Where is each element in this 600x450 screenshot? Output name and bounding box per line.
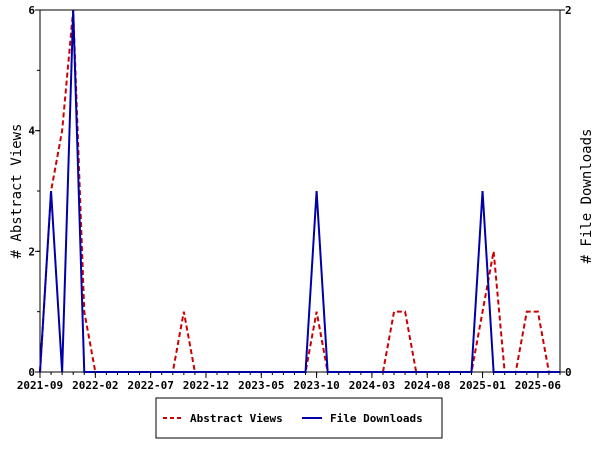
legend-label-file-downloads: File Downloads [330, 412, 423, 425]
x-tick-label: 2025-01 [459, 379, 506, 392]
plot-area [39, 9, 561, 373]
series-line-file-downloads [39, 9, 560, 373]
x-tick-label: 2022-07 [127, 379, 173, 392]
x-tick-label: 2022-12 [183, 379, 229, 392]
x-tick-label: 2023-05 [238, 379, 284, 392]
x-tick-label: 2023-10 [293, 379, 339, 392]
legend: Abstract Views File Downloads [155, 397, 443, 439]
y-left-tick-label: 6 [28, 4, 35, 17]
y-left-tick-label: 4 [28, 125, 35, 138]
y-right-tick-label: 2 [565, 4, 572, 17]
y-left-tick-label: 2 [28, 245, 35, 258]
legend-box [155, 397, 443, 439]
legend-label-abstract-views: Abstract Views [190, 412, 283, 425]
y-left-tick-label: 0 [28, 366, 35, 379]
x-tick-label: 2025-06 [515, 379, 562, 392]
y-right-tick-label: 0 [565, 366, 572, 379]
left-axis-title: # Abstract Views [9, 124, 25, 259]
right-axis-title: # File Downloads [579, 129, 595, 264]
x-tick-label: 2024-08 [404, 379, 450, 392]
x-tick-label: 2021-09 [17, 379, 63, 392]
x-tick-label: 2024-03 [349, 379, 395, 392]
x-tick-label: 2022-02 [72, 379, 118, 392]
series-layer [39, 9, 560, 373]
axis-layer: 2021-09 2022-02 2022-07 2022-12 2023-05 2023-… [17, 4, 572, 392]
